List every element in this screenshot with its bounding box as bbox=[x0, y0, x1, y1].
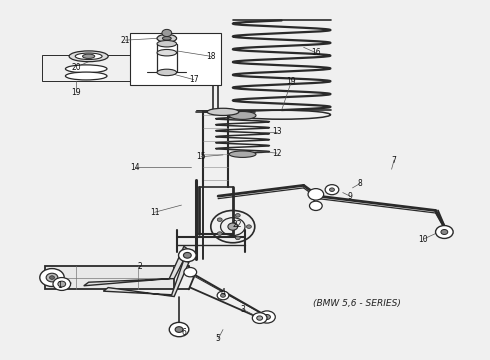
Circle shape bbox=[325, 185, 339, 195]
Text: 11: 11 bbox=[150, 208, 159, 217]
Circle shape bbox=[169, 322, 189, 337]
Ellipse shape bbox=[82, 54, 95, 58]
Circle shape bbox=[46, 273, 58, 282]
Polygon shape bbox=[84, 246, 189, 286]
Text: 6: 6 bbox=[181, 328, 186, 337]
FancyBboxPatch shape bbox=[130, 33, 220, 85]
Circle shape bbox=[58, 281, 66, 287]
Text: 19: 19 bbox=[72, 87, 81, 96]
Circle shape bbox=[330, 188, 334, 192]
Circle shape bbox=[257, 316, 263, 320]
Circle shape bbox=[49, 276, 54, 279]
Text: 18: 18 bbox=[206, 52, 216, 61]
Circle shape bbox=[264, 315, 270, 319]
Text: 1: 1 bbox=[57, 281, 62, 290]
Polygon shape bbox=[103, 260, 189, 297]
Circle shape bbox=[53, 278, 71, 291]
Text: 22: 22 bbox=[233, 220, 243, 229]
Text: 13: 13 bbox=[272, 127, 282, 136]
Text: 19: 19 bbox=[287, 77, 296, 86]
Text: 15: 15 bbox=[196, 152, 206, 161]
Ellipse shape bbox=[157, 35, 176, 42]
Circle shape bbox=[310, 201, 322, 211]
Text: 4: 4 bbox=[220, 288, 225, 297]
Circle shape bbox=[235, 213, 240, 217]
Ellipse shape bbox=[157, 69, 176, 76]
Text: (BMW 5,6 - SERIES): (BMW 5,6 - SERIES) bbox=[314, 299, 401, 308]
Text: 9: 9 bbox=[347, 192, 352, 201]
Circle shape bbox=[184, 267, 196, 277]
Circle shape bbox=[235, 236, 240, 240]
Circle shape bbox=[228, 223, 238, 230]
Ellipse shape bbox=[157, 49, 176, 56]
Text: 5: 5 bbox=[216, 334, 220, 343]
Circle shape bbox=[175, 327, 183, 332]
Text: 3: 3 bbox=[240, 305, 245, 314]
Text: 20: 20 bbox=[72, 63, 81, 72]
Circle shape bbox=[252, 313, 267, 323]
Text: 12: 12 bbox=[272, 149, 282, 158]
Circle shape bbox=[220, 294, 225, 297]
Circle shape bbox=[308, 189, 324, 200]
Ellipse shape bbox=[162, 37, 171, 40]
Circle shape bbox=[40, 269, 64, 287]
Circle shape bbox=[183, 252, 191, 258]
Ellipse shape bbox=[66, 72, 107, 80]
Circle shape bbox=[259, 311, 275, 323]
Ellipse shape bbox=[229, 151, 256, 157]
Ellipse shape bbox=[69, 51, 108, 62]
Text: 17: 17 bbox=[189, 75, 198, 84]
Circle shape bbox=[441, 229, 448, 234]
Circle shape bbox=[217, 218, 222, 221]
Circle shape bbox=[246, 225, 251, 228]
Text: 7: 7 bbox=[392, 156, 396, 165]
Text: 14: 14 bbox=[130, 163, 140, 172]
Text: 21: 21 bbox=[121, 36, 130, 45]
FancyBboxPatch shape bbox=[45, 266, 174, 289]
Ellipse shape bbox=[207, 108, 239, 116]
Text: 10: 10 bbox=[418, 235, 428, 244]
Ellipse shape bbox=[75, 53, 102, 59]
Circle shape bbox=[178, 249, 196, 262]
Circle shape bbox=[217, 232, 222, 235]
Ellipse shape bbox=[66, 65, 107, 73]
Ellipse shape bbox=[229, 112, 256, 120]
Circle shape bbox=[436, 226, 453, 238]
Text: 16: 16 bbox=[311, 48, 320, 57]
Circle shape bbox=[217, 291, 229, 300]
Ellipse shape bbox=[157, 41, 176, 47]
Circle shape bbox=[162, 30, 172, 37]
Text: 8: 8 bbox=[357, 179, 362, 188]
Text: 2: 2 bbox=[138, 262, 142, 271]
